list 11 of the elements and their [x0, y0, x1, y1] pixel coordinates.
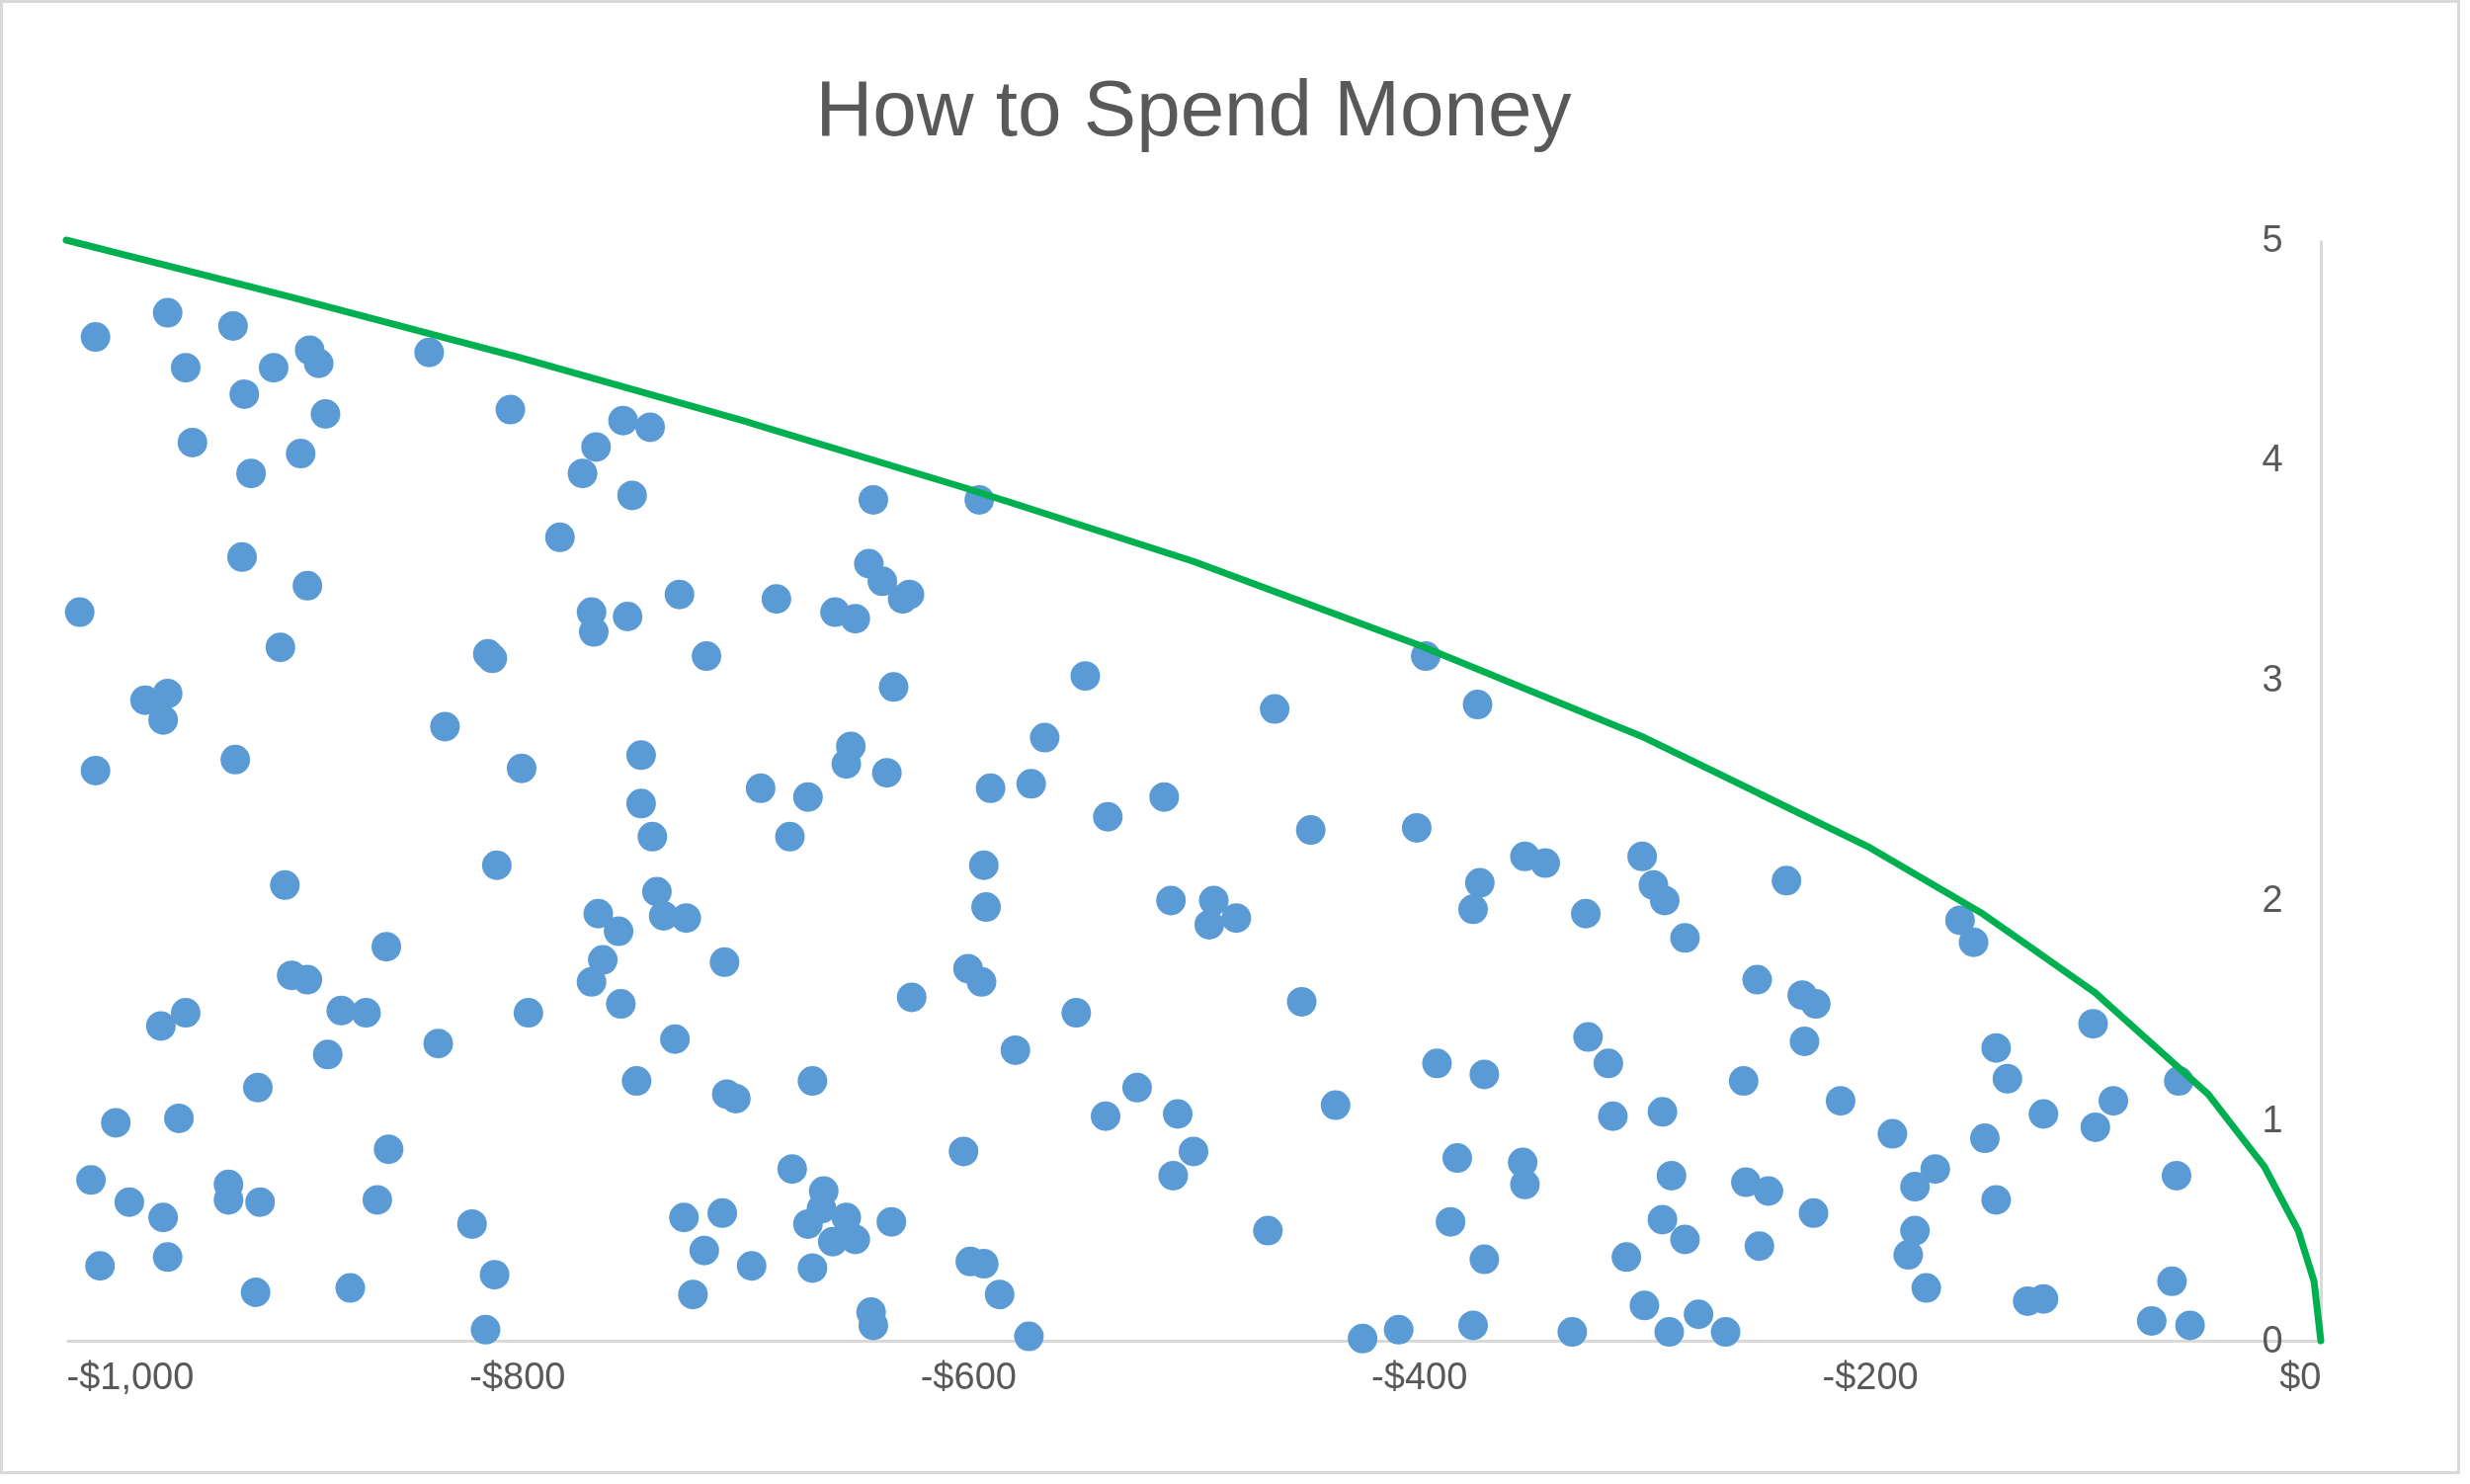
x-tick-label: -$1,000	[66, 1355, 195, 1397]
chart-title: How to Spend Money	[815, 64, 1572, 152]
y-tick-label: 1	[2262, 1098, 2283, 1140]
y-tick-label: 5	[2262, 217, 2283, 260]
x-tick-label: -$800	[469, 1355, 566, 1397]
x-tick-label: -$400	[1371, 1355, 1468, 1397]
y-tick-label: 3	[2262, 658, 2283, 701]
y-tick-label: 2	[2262, 877, 2283, 920]
x-tick-label: -$200	[1822, 1355, 1919, 1397]
y-tick-label: 4	[2262, 438, 2283, 480]
x-tick-label: -$600	[920, 1355, 1017, 1397]
